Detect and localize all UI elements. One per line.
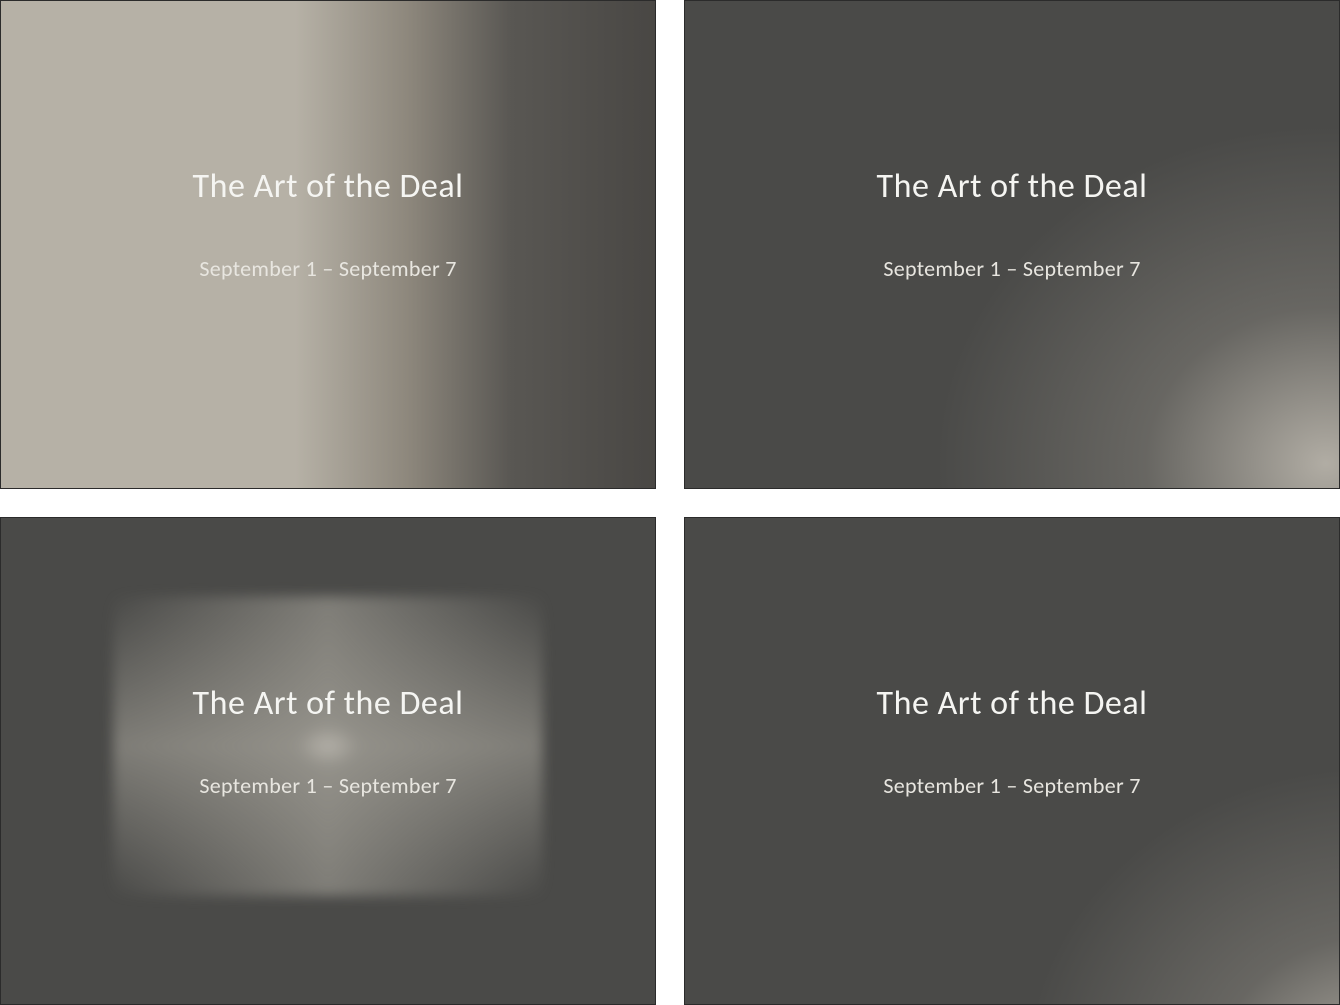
slide-title: The Art of the Deal [193, 683, 464, 724]
slide-1: The Art of the Deal September 1 – Septem… [0, 0, 656, 489]
slide-text: The Art of the Deal September 1 – Septem… [193, 683, 464, 799]
slide-text: The Art of the Deal September 1 – Septem… [877, 683, 1148, 799]
slide-subtitle: September 1 – September 7 [193, 255, 464, 282]
slide-4: The Art of the Deal September 1 – Septem… [684, 517, 1340, 1005]
slide-3: The Art of the Deal September 1 – Septem… [0, 517, 656, 1005]
slide-subtitle: September 1 – September 7 [877, 772, 1148, 799]
slide-subtitle: September 1 – September 7 [877, 255, 1148, 282]
slide-title: The Art of the Deal [193, 166, 464, 207]
slide-2: The Art of the Deal September 1 – Septem… [684, 0, 1340, 489]
slide-subtitle: September 1 – September 7 [193, 772, 464, 799]
slide-text: The Art of the Deal September 1 – Septem… [193, 166, 464, 282]
slide-text: The Art of the Deal September 1 – Septem… [877, 166, 1148, 282]
slide-title: The Art of the Deal [877, 683, 1148, 724]
slide-title: The Art of the Deal [877, 166, 1148, 207]
